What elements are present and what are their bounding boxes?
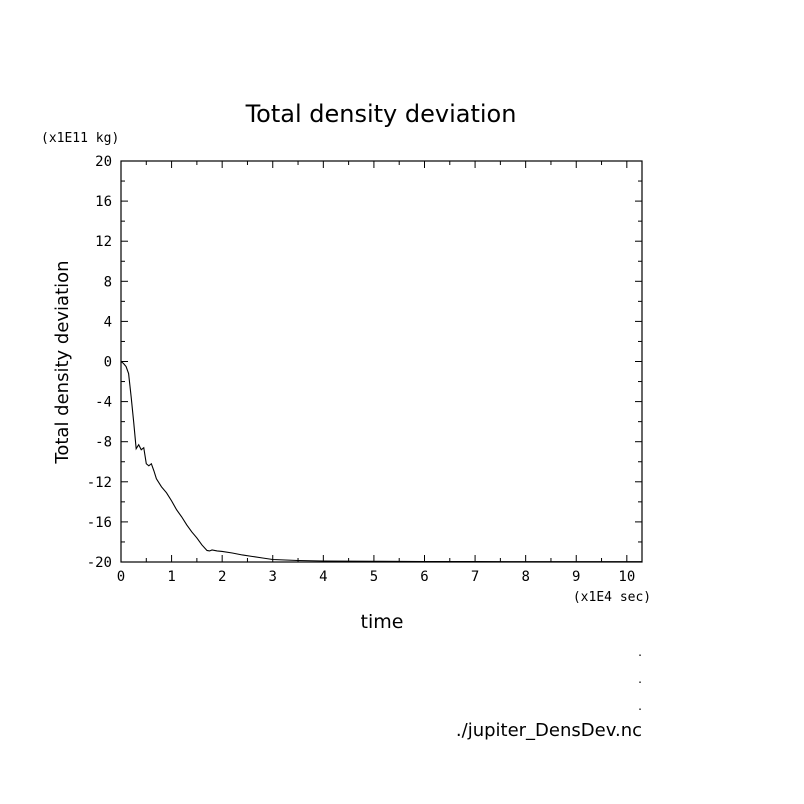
y-tick-label: -16 xyxy=(87,515,112,531)
footer-mark-1: . xyxy=(638,645,642,659)
x-tick-label: 1 xyxy=(167,569,175,585)
x-tick-label: 10 xyxy=(618,569,635,585)
y-axis-label: Total density deviation xyxy=(52,260,73,464)
footer-mark-3: . xyxy=(638,699,642,713)
x-tick-label: 2 xyxy=(218,569,226,585)
series-line xyxy=(120,361,642,563)
x-tick-label: 7 xyxy=(471,569,479,585)
source-filename: ./jupiter_DensDev.nc xyxy=(456,720,642,741)
axis-ticks xyxy=(120,160,642,563)
plot-frame xyxy=(120,160,643,563)
y-tick-label: -20 xyxy=(87,555,112,571)
x-tick-label: 6 xyxy=(420,569,428,585)
x-tick-label: 3 xyxy=(269,569,277,585)
x-tick-label: 5 xyxy=(370,569,378,585)
y-tick-label: 4 xyxy=(104,314,112,330)
y-tick-label: 20 xyxy=(95,154,112,170)
x-tick-label: 9 xyxy=(572,569,580,585)
y-tick-label: -8 xyxy=(95,435,112,451)
x-axis-label: time xyxy=(361,611,404,633)
chart-title: Total density deviation xyxy=(245,100,517,128)
y-tick-label: 0 xyxy=(104,355,112,371)
y-tick-label: 12 xyxy=(95,234,112,250)
y-tick-labels: 20 16 12 8 4 0 -4 -8 -12 -16 -20 xyxy=(87,154,112,571)
y-tick-label: -4 xyxy=(95,395,112,411)
footer-mark-2: . xyxy=(638,672,642,686)
y-units-label: (x1E11 kg) xyxy=(41,131,119,146)
x-tick-label: 4 xyxy=(319,569,327,585)
y-tick-label: -12 xyxy=(87,475,112,491)
x-tick-label: 0 xyxy=(117,569,125,585)
x-tick-label: 8 xyxy=(521,569,529,585)
y-tick-label: 8 xyxy=(104,274,112,290)
y-tick-label: 16 xyxy=(95,194,112,210)
x-tick-labels: 0 1 2 3 4 5 6 7 8 9 10 xyxy=(117,569,635,585)
x-units-label: (x1E4 sec) xyxy=(573,590,651,605)
